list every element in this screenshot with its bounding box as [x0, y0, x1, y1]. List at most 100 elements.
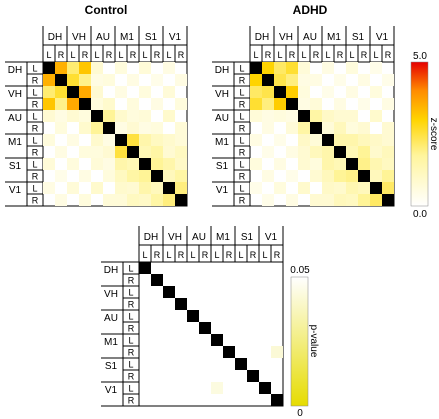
col-side-label: R — [130, 50, 137, 60]
heatmap-cell — [43, 158, 55, 170]
diagonal-cell — [151, 274, 163, 286]
heatmap-cell — [163, 86, 175, 98]
row-side-label: L — [128, 384, 133, 394]
heatmap-cell — [67, 98, 79, 110]
heatmap-cell — [262, 110, 274, 122]
col-side-label: L — [166, 250, 171, 260]
heatmap-cell — [286, 146, 298, 158]
col-side-label: L — [166, 50, 171, 60]
diagonal-cell — [346, 158, 358, 170]
col-group-label: V1 — [169, 32, 182, 43]
heatmap-cell — [127, 98, 139, 110]
heatmap-cell — [370, 146, 382, 158]
heatmap-cell — [103, 110, 115, 122]
heatmap-cell — [91, 62, 103, 74]
row-group-label: M1 — [215, 137, 229, 148]
heatmap-cell — [262, 170, 274, 182]
heatmap-cell — [298, 182, 310, 194]
heatmap-cell — [286, 74, 298, 86]
heatmap-cell — [127, 170, 139, 182]
heatmap-cell — [115, 110, 127, 122]
heatmap-cell — [175, 122, 187, 134]
heatmap-cell — [358, 74, 370, 86]
row-side-label: R — [32, 148, 39, 158]
col-side-label: R — [178, 50, 185, 60]
col-side-label: R — [106, 50, 113, 60]
heatmap-cell — [250, 182, 262, 194]
heatmap-cell — [115, 122, 127, 134]
heatmap-cell — [127, 158, 139, 170]
diagonal-cell — [127, 146, 139, 158]
row-group-label: DH — [8, 65, 22, 76]
row-group-label: V1 — [216, 185, 229, 196]
row-side-label: L — [239, 160, 244, 170]
diagonal-cell — [115, 134, 127, 146]
row-side-label: L — [239, 88, 244, 98]
heatmap-cell — [346, 62, 358, 74]
heatmap-cell — [127, 194, 139, 206]
heatmap-cell — [286, 194, 298, 206]
heatmap-cell — [127, 134, 139, 146]
diagonal-cell — [55, 74, 67, 86]
heatmap-cell — [151, 194, 163, 206]
heatmap-cell — [55, 110, 67, 122]
col-side-label: L — [349, 50, 354, 60]
diagonal-cell — [199, 322, 211, 334]
heatmap-cell — [334, 122, 346, 134]
col-side-label: R — [202, 250, 209, 260]
col-group-label: M1 — [120, 32, 134, 43]
row-group-label: AU — [8, 113, 22, 124]
heatmap-adhd: DHDHLLRRVHVHLLRRAUAULLRRM1M1LLRRS1S1LLRR… — [212, 26, 395, 207]
col-group-label: AU — [303, 32, 317, 43]
heatmap-cell — [346, 194, 358, 206]
heatmap-cell — [358, 98, 370, 110]
row-side-label: R — [128, 372, 135, 382]
heatmap-cell — [151, 158, 163, 170]
heatmap-cell — [346, 170, 358, 182]
heatmap-cell — [250, 74, 262, 86]
row-group-label: AU — [215, 113, 229, 124]
heatmap-cell — [43, 134, 55, 146]
heatmap-cell — [163, 194, 175, 206]
diagonal-cell — [358, 170, 370, 182]
row-side-label: R — [239, 196, 246, 206]
heatmap-cell — [139, 134, 151, 146]
heatmap-cell — [298, 74, 310, 86]
heatmap-cell — [103, 146, 115, 158]
row-side-label: R — [128, 396, 135, 406]
col-side-label: R — [178, 250, 185, 260]
heatmap-cell — [262, 62, 274, 74]
col-side-label: L — [94, 50, 99, 60]
heatmap-cell — [127, 122, 139, 134]
colorbar-zscore-min: 0.0 — [413, 209, 427, 220]
diagonal-cell — [175, 194, 187, 206]
heatmap-cell — [79, 122, 91, 134]
heatmap-cell — [139, 122, 151, 134]
heatmap-cell — [382, 182, 394, 194]
col-group-label: VH — [279, 32, 293, 43]
diagonal-cell — [67, 86, 79, 98]
row-side-label: R — [32, 124, 39, 134]
heatmap-cell — [322, 122, 334, 134]
col-side-label: L — [70, 50, 75, 60]
heatmap-cell — [310, 170, 322, 182]
heatmap-cell — [274, 110, 286, 122]
heatmap-cell — [274, 182, 286, 194]
heatmap-cell — [298, 62, 310, 74]
heatmap-cell — [139, 182, 151, 194]
heatmap-cell — [334, 158, 346, 170]
col-side-label: R — [154, 50, 161, 60]
col-group-label: VH — [72, 32, 86, 43]
col-group-label: V1 — [265, 232, 278, 243]
heatmap-cell — [310, 194, 322, 206]
heatmap-cell — [274, 74, 286, 86]
heatmap-cell — [382, 74, 394, 86]
heatmap-cell — [298, 98, 310, 110]
row-side-label: L — [239, 64, 244, 74]
heatmap-cell — [175, 134, 187, 146]
diagonal-cell — [250, 62, 262, 74]
colorbar-pvalue-label: p-value — [308, 325, 319, 358]
heatmap-cell — [250, 134, 262, 146]
heatmap-cell — [322, 62, 334, 74]
col-side-label: L — [301, 50, 306, 60]
